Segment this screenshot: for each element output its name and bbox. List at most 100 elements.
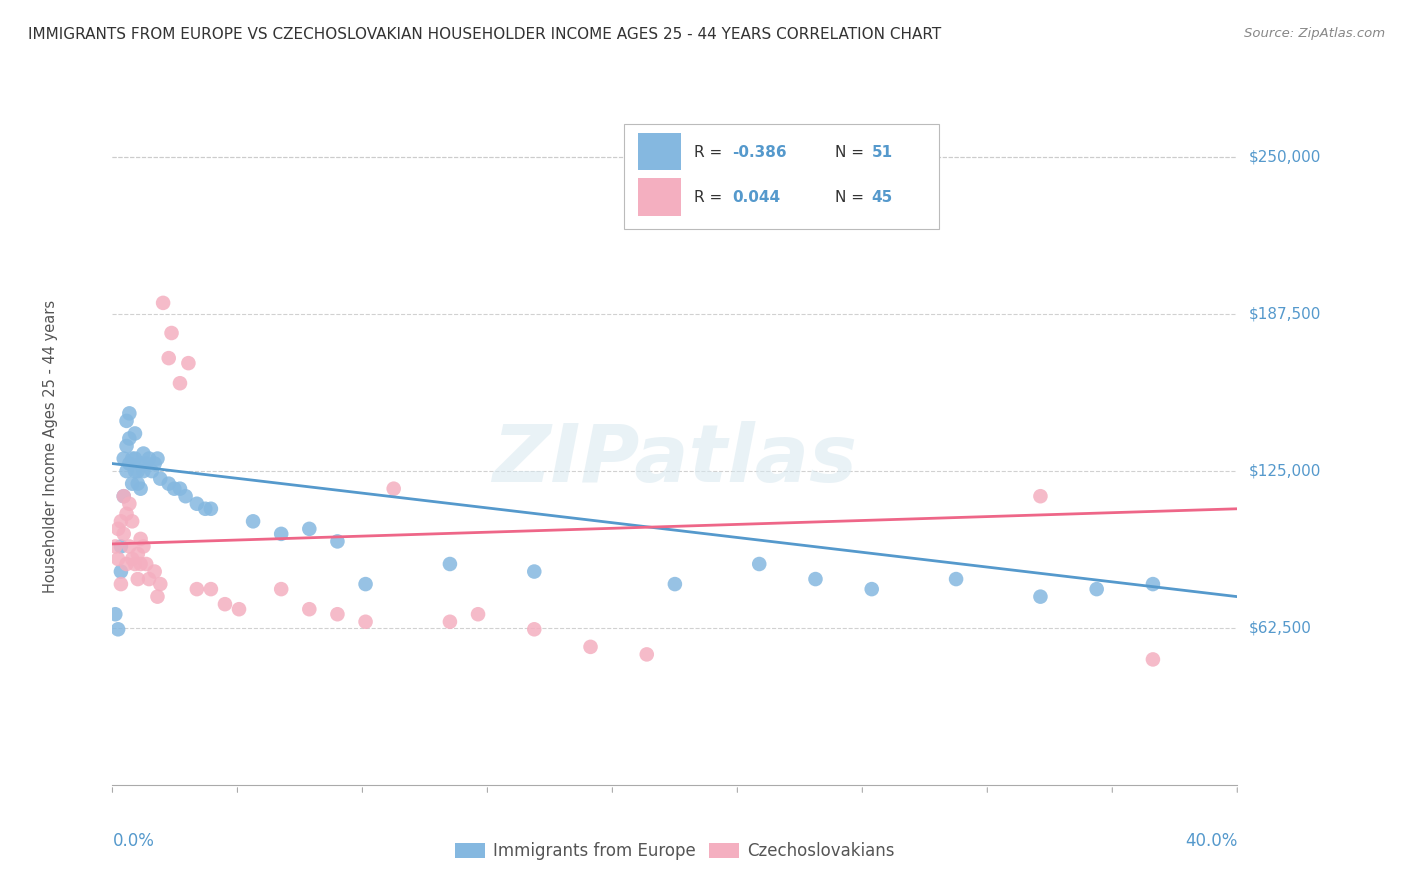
Point xyxy=(146,451,169,466)
FancyBboxPatch shape xyxy=(638,178,681,216)
Point xyxy=(160,326,183,340)
Point xyxy=(124,451,146,466)
Point xyxy=(132,464,155,478)
Point xyxy=(186,582,208,596)
Point xyxy=(129,482,152,496)
Point xyxy=(132,540,155,554)
Text: ZIPatlas: ZIPatlas xyxy=(492,420,858,499)
Point xyxy=(157,476,180,491)
Point xyxy=(104,607,127,622)
Point xyxy=(152,296,174,310)
Text: N =: N = xyxy=(835,190,869,204)
Point xyxy=(169,376,191,391)
Text: 0.044: 0.044 xyxy=(733,190,780,204)
Point xyxy=(112,527,135,541)
Text: 51: 51 xyxy=(872,145,893,160)
Point xyxy=(112,489,135,503)
Point xyxy=(121,514,143,528)
Point xyxy=(129,532,152,546)
Point xyxy=(110,565,132,579)
Point xyxy=(115,414,138,428)
Point xyxy=(1142,577,1164,591)
Point xyxy=(149,472,172,486)
Point xyxy=(115,464,138,478)
Text: R =: R = xyxy=(695,145,727,160)
Point xyxy=(163,482,186,496)
Point xyxy=(115,507,138,521)
Point xyxy=(127,464,149,478)
Point xyxy=(804,572,827,586)
Point xyxy=(169,482,191,496)
FancyBboxPatch shape xyxy=(624,124,939,229)
Point xyxy=(143,565,166,579)
Point xyxy=(382,482,405,496)
Text: 45: 45 xyxy=(872,190,893,204)
Point xyxy=(118,406,141,420)
Point xyxy=(439,615,461,629)
Point xyxy=(135,457,157,471)
Point xyxy=(298,522,321,536)
Point xyxy=(127,476,149,491)
Point xyxy=(104,540,127,554)
Point xyxy=(270,582,292,596)
Point xyxy=(124,464,146,478)
Text: $125,000: $125,000 xyxy=(1249,464,1320,479)
Point xyxy=(118,497,141,511)
Point xyxy=(110,540,132,554)
Point xyxy=(354,577,377,591)
Text: $250,000: $250,000 xyxy=(1249,150,1320,165)
Point xyxy=(112,451,135,466)
Point xyxy=(143,457,166,471)
Point xyxy=(177,356,200,370)
Point xyxy=(124,557,146,571)
Text: IMMIGRANTS FROM EUROPE VS CZECHOSLOVAKIAN HOUSEHOLDER INCOME AGES 25 - 44 YEARS : IMMIGRANTS FROM EUROPE VS CZECHOSLOVAKIA… xyxy=(28,27,942,42)
Point xyxy=(115,439,138,453)
Point xyxy=(186,497,208,511)
Point xyxy=(174,489,197,503)
Point xyxy=(121,451,143,466)
Point xyxy=(242,514,264,528)
Point xyxy=(1085,582,1108,596)
Point xyxy=(579,640,602,654)
Text: -0.386: -0.386 xyxy=(733,145,787,160)
Point xyxy=(124,426,146,441)
Point xyxy=(129,557,152,571)
Text: N =: N = xyxy=(835,145,869,160)
Point xyxy=(138,451,160,466)
Point xyxy=(135,557,157,571)
Point xyxy=(132,446,155,460)
Text: 0.0%: 0.0% xyxy=(112,832,155,850)
Point xyxy=(112,489,135,503)
Point xyxy=(107,522,129,536)
Point xyxy=(270,527,292,541)
Point xyxy=(138,572,160,586)
Point xyxy=(860,582,883,596)
FancyBboxPatch shape xyxy=(638,133,681,170)
Point xyxy=(127,547,149,561)
Point xyxy=(129,457,152,471)
Text: $187,500: $187,500 xyxy=(1249,307,1320,322)
Point xyxy=(523,622,546,636)
Point xyxy=(664,577,686,591)
Point xyxy=(127,572,149,586)
Point xyxy=(121,552,143,566)
Point xyxy=(354,615,377,629)
Point xyxy=(107,622,129,636)
Point xyxy=(214,597,236,611)
Text: Source: ZipAtlas.com: Source: ZipAtlas.com xyxy=(1244,27,1385,40)
Point xyxy=(115,557,138,571)
Point xyxy=(118,432,141,446)
Point xyxy=(200,501,222,516)
Point xyxy=(326,607,349,622)
Point xyxy=(439,557,461,571)
Point xyxy=(110,577,132,591)
Point xyxy=(298,602,321,616)
Point xyxy=(141,464,163,478)
Text: 40.0%: 40.0% xyxy=(1185,832,1237,850)
Point xyxy=(467,607,489,622)
Point xyxy=(107,552,129,566)
Text: Householder Income Ages 25 - 44 years: Householder Income Ages 25 - 44 years xyxy=(44,300,58,592)
Point xyxy=(110,514,132,528)
Point xyxy=(146,590,169,604)
Point xyxy=(1142,652,1164,666)
